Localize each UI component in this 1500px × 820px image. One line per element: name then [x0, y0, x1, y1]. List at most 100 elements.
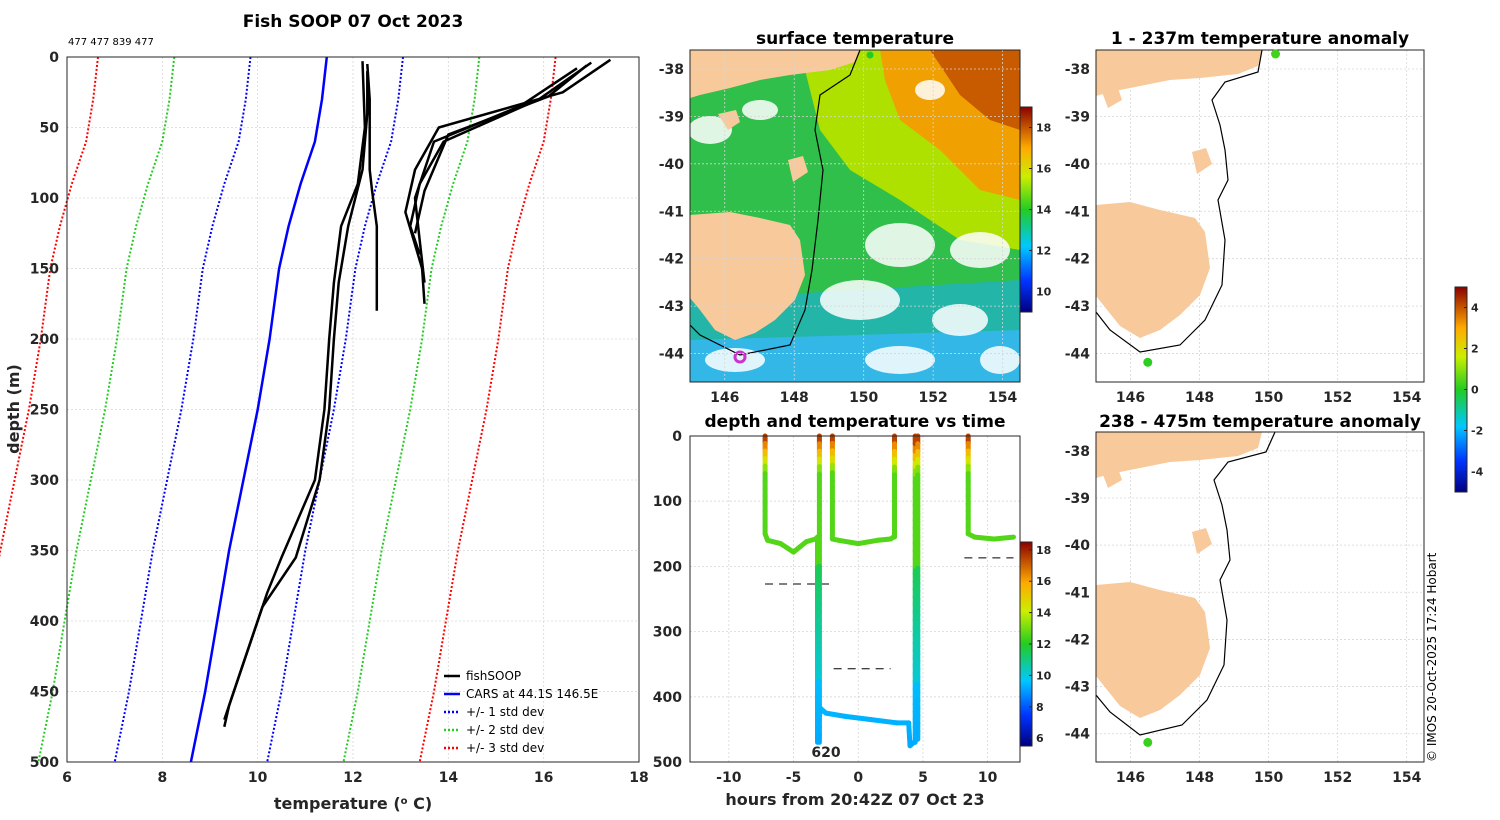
profile-std3-lower [0, 56, 99, 559]
profile-ytick: 350 [30, 544, 59, 560]
depth-time-track [823, 710, 848, 719]
profile-fishsoop-cast [413, 64, 588, 234]
sst-ytick: -44 [659, 347, 685, 363]
sst-king-island [718, 110, 740, 130]
anomaly-lower-ytick: -38 [1065, 444, 1090, 460]
profile-fishsoop-cast [413, 67, 578, 283]
profile-legend: fishSOOP CARS at 44.1S 146.5E +/- 1 std … [444, 669, 598, 755]
profile-panel: Fish SOOP 07 Oct 2023 477 477 839 477 6 8… [0, 12, 649, 813]
depth-time-colorbar-ticklabel: 12 [1036, 638, 1051, 651]
anomaly-lower-xtick: 150 [1254, 770, 1283, 786]
legend-cars: CARS at 44.1S 146.5E [466, 687, 598, 701]
legend-std1: +/- 1 std dev [466, 705, 544, 719]
anomaly-upper-map [1096, 50, 1263, 353]
profile-xtick: 8 [157, 770, 167, 786]
profile-grid [66, 56, 640, 763]
anomaly-lower-ticks: 146 148 150 152 154 -38 -39 -40 -41 -42 -43 -44 [1065, 444, 1422, 786]
a2-flinders-island [1192, 528, 1212, 554]
sst-marker-green [866, 51, 874, 59]
anomaly-upper-ytick: -42 [1065, 252, 1090, 268]
sst-ytick: -43 [659, 299, 684, 315]
anomaly-lower-ytick: -43 [1065, 680, 1090, 696]
anomaly-lower-panel: 238 - 475m temperature anomaly 146 148 150… [1065, 412, 1425, 786]
a1-king-island [1102, 88, 1122, 108]
anomaly-upper-xtick: 146 [1116, 390, 1145, 406]
sst-marker-magenta [733, 350, 747, 364]
profile-lines [0, 56, 612, 763]
profile-fishsoop-cast [408, 61, 593, 255]
anomaly-lower-frame [1095, 431, 1425, 763]
anomaly-lower-ytick: -41 [1065, 585, 1090, 601]
profile-ticks: 6 8 10 12 14 16 18 0 50 100 150 200 250 300 350 400 450 5… [30, 50, 649, 786]
depth-time-track [868, 717, 900, 726]
sst-map [690, 50, 1020, 382]
a1-tasmania [1096, 202, 1210, 338]
legend-fishsoop: fishSOOP [466, 669, 521, 683]
sst-flinders-island [788, 156, 808, 182]
anomaly-upper-ytick: -41 [1065, 204, 1090, 220]
depth-time-lines [762, 433, 1016, 749]
legend-std2: +/- 2 std dev [466, 723, 544, 737]
depth-time-xtick: -10 [716, 770, 742, 786]
a2-mainland [1096, 432, 1262, 478]
anomaly-lower-xtick: 146 [1116, 770, 1145, 786]
a2-isobath [1096, 432, 1276, 736]
a2-tasmania [1096, 582, 1210, 718]
profile-ytick: 50 [40, 121, 60, 137]
sst-ytick: -38 [659, 62, 684, 78]
profile-xtick: 10 [248, 770, 268, 786]
sst-ticks: 146 148 150 152 154 -38 -39 -40 -41 -42 -43 -44 [659, 62, 1018, 406]
depth-time-colorbar-ticklabel: 18 [1036, 544, 1051, 557]
anomaly-upper-ytick: -43 [1065, 299, 1090, 315]
profile-ytick: 250 [30, 403, 59, 419]
depth-time-colorbar-ticklabel: 6 [1036, 732, 1044, 745]
profile-xlabel: temperature (o C) [274, 794, 432, 813]
depth-time-annotation: 620 [811, 745, 840, 761]
profile-cars-line [189, 56, 329, 763]
sst-xtick: 148 [780, 390, 809, 406]
profile-ytick: 500 [30, 755, 59, 771]
sst-colorbar-ticklabel: 12 [1036, 245, 1051, 258]
anomaly-colorbar-ticks: -4 -2 0 2 4 [1464, 302, 1484, 479]
sst-colorbar-ticklabel: 10 [1036, 286, 1052, 299]
anomaly-colorbar-ticklabel: 2 [1471, 343, 1479, 356]
depth-time-xtick: 0 [853, 770, 863, 786]
sst-colorbar-ticks: 10 12 14 16 18 [1029, 122, 1052, 299]
sst-isobath [690, 50, 861, 356]
a1-isobath [1096, 50, 1263, 353]
profile-ytick: 400 [30, 614, 59, 630]
anomaly-upper-xtick: 150 [1254, 390, 1283, 406]
sst-ytick: -39 [659, 109, 684, 125]
a1-flinders-island [1192, 148, 1212, 174]
anomaly-upper-point [1271, 49, 1281, 59]
profile-xtick: 16 [534, 770, 553, 786]
anomaly-colorbar-ticklabel: 0 [1471, 384, 1479, 397]
sst-xtick: 150 [849, 390, 878, 406]
depth-time-ytick: 100 [653, 494, 682, 510]
sst-panel: surface temperature [659, 29, 1052, 406]
anomaly-lower-xtick: 154 [1392, 770, 1421, 786]
depth-time-xtick: 5 [918, 770, 928, 786]
profile-fishsoop-cast [366, 63, 379, 311]
profile-title: Fish SOOP 07 Oct 2023 [243, 12, 464, 32]
anomaly-colorbar [1455, 287, 1467, 492]
anomaly-lower-xtick: 148 [1185, 770, 1214, 786]
depth-time-colorbar-ticklabel: 8 [1036, 701, 1044, 714]
anomaly-upper-ytick: -44 [1065, 347, 1091, 363]
profile-std3-upper [418, 56, 557, 763]
profile-ytick: 450 [30, 685, 59, 701]
sst-eddy-core [930, 50, 1020, 130]
depth-time-title: depth and temperature vs time [705, 412, 1006, 432]
depth-time-ytick: 200 [653, 559, 682, 575]
depth-time-colorbar-ticklabel: 14 [1036, 607, 1052, 620]
depth-time-panel: depth and temperature vs time -10 -5 0 5 100… [653, 412, 1052, 809]
sst-xtick: 154 [988, 390, 1017, 406]
depth-time-track [842, 713, 874, 723]
anomaly-upper-panel: 1 - 237m temperature anomaly 146 148 150 15… [1065, 29, 1425, 406]
anomaly-upper-ticks: 146 148 150 152 154 -38 -39 -40 -41 -42 -43 -44 [1065, 62, 1422, 406]
anomaly-upper-points [1143, 49, 1281, 367]
anomaly-upper-ytick: -39 [1065, 109, 1090, 125]
anomaly-colorbar-ticklabel: -4 [1471, 466, 1484, 479]
sst-xtick: 146 [710, 390, 739, 406]
profile-fishsoop-cast [223, 71, 369, 721]
